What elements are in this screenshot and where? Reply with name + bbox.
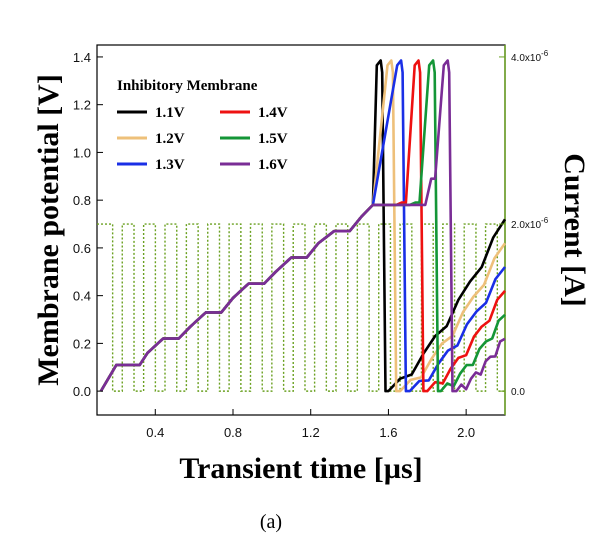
y-right-tick-exponent: -6	[541, 216, 549, 225]
x-tick-labels: 0.4 0.8 1.2 1.6 2.0	[146, 409, 475, 440]
legend-label: 1.5V	[258, 131, 288, 147]
y-right-tick-label: 2.0x10-6	[511, 216, 549, 231]
figure-caption: (a)	[260, 511, 282, 533]
legend-title: Inhibitory Membrane	[117, 78, 258, 94]
plot-frame	[96, 44, 506, 416]
y-tick-labels-right: 0.0 2.0x10-6 4.0x10-6	[499, 49, 549, 398]
y-tick-labels-left: 0.0 0.2 0.4 0.6 0.8 1.0 1.2 1.4	[73, 50, 103, 399]
y-axis-title-right: Current [A]	[558, 153, 591, 307]
series-line-1.6V	[99, 59, 506, 393]
x-tick-label: 0.8	[224, 425, 242, 440]
legend-label: 1.3V	[155, 157, 185, 173]
legend: Inhibitory Membrane 1.1V 1.2V 1.3V 1.4V 1.5V…	[117, 78, 288, 173]
y-tick-label: 0.8	[73, 193, 91, 208]
legend-label: 1.2V	[155, 131, 185, 147]
legend-label: 1.1V	[155, 105, 185, 121]
y-tick-label: 1.0	[73, 145, 91, 160]
y-right-tick-exponent: -6	[541, 49, 549, 58]
y-tick-label: 0.2	[73, 336, 91, 351]
y-right-tick-label: 4.0x10-6	[511, 49, 549, 64]
y-right-tick-label: 0.0	[511, 387, 525, 398]
y-tick-label: 0.6	[73, 241, 91, 256]
legend-label: 1.6V	[258, 157, 288, 173]
y-tick-label: 0.4	[73, 289, 91, 304]
series-traces	[99, 59, 507, 393]
y-tick-label: 1.4	[73, 50, 91, 65]
x-tick-label: 0.4	[146, 425, 164, 440]
x-tick-label: 1.2	[302, 425, 320, 440]
y-axis-title-left: Membrane potential [V]	[32, 74, 65, 386]
current-trace	[97, 223, 505, 392]
x-tick-label: 2.0	[457, 425, 475, 440]
y-tick-label: 1.2	[73, 98, 91, 113]
x-axis-title: Transient time [µs]	[179, 452, 422, 485]
legend-label: 1.4V	[258, 105, 288, 121]
x-tick-label: 1.6	[379, 425, 397, 440]
y-tick-label: 0.0	[73, 384, 91, 399]
current-pulse-line	[97, 223, 505, 392]
